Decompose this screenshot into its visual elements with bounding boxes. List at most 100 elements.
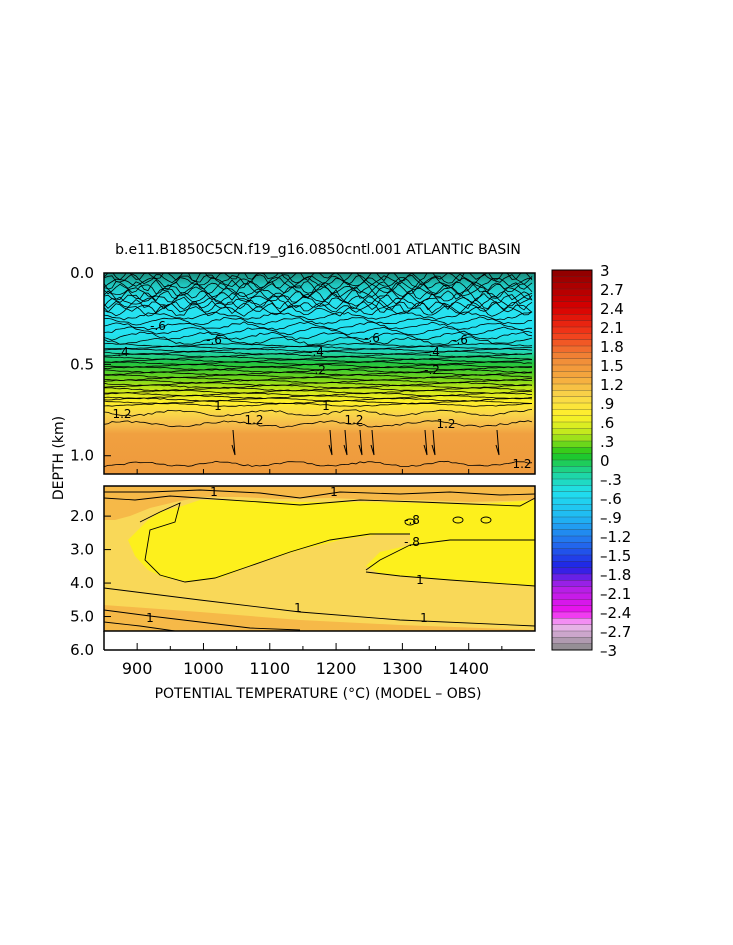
- x-tick-label: 1300: [382, 659, 423, 678]
- lower-contour-loop: [480, 516, 492, 524]
- colorbar-band: [551, 523, 593, 531]
- colorbar: 32.72.42.11.81.51.2.9.6.30–.3–.6–.9–1.2–…: [551, 262, 631, 660]
- upper-spike-contour: [358, 429, 363, 456]
- upper-contour-label: -.6: [206, 333, 222, 347]
- colorbar-band: [551, 466, 593, 474]
- upper-thermocline-contour: [104, 363, 533, 368]
- colorbar-band: [551, 618, 593, 626]
- colorbar-band: [551, 567, 593, 575]
- lower-contour: [104, 609, 301, 631]
- upper-thermocline-contour: [104, 392, 532, 397]
- upper-thermocline-contour: [104, 384, 533, 389]
- colorbar-band: [551, 364, 593, 372]
- colorbar-band: [551, 637, 593, 645]
- lower-y-tick-label: 5.0: [70, 608, 94, 626]
- colorbar-band: [551, 377, 593, 385]
- upper-contour-label: -.6: [150, 319, 166, 333]
- upper-contour-label: .4: [117, 345, 128, 359]
- upper-mid-contour: [104, 336, 533, 346]
- colorbar-band: [551, 535, 593, 543]
- colorbar-label: .9: [600, 395, 614, 413]
- colorbar-label: .3: [600, 433, 614, 451]
- lower-warm-region: [104, 486, 535, 520]
- upper-spike-contour: [328, 429, 333, 456]
- upper-contour-label: -.6: [364, 331, 380, 345]
- upper-y-tick-label: 0.5: [70, 355, 94, 373]
- upper-thermocline-contour: [104, 350, 533, 355]
- lower-contour: [104, 489, 535, 499]
- lower-contour: [365, 571, 535, 587]
- upper-spike-contour: [423, 429, 428, 456]
- lower-contour: [365, 539, 535, 571]
- x-tick-label: 1200: [316, 659, 357, 678]
- colorbar-label: 1.2: [600, 376, 624, 394]
- colorbar-label: 2.1: [600, 319, 624, 337]
- colorbar-label: 1.5: [600, 357, 624, 375]
- upper-spike-contour: [431, 429, 436, 456]
- colorbar-band: [551, 504, 593, 512]
- upper-panel-frame: [103, 272, 536, 475]
- lower-contours: 1 1 -.8 -.8 1 1 1 1: [104, 485, 535, 631]
- colorbar-band: [551, 295, 593, 303]
- upper-thermocline-contour: [104, 397, 533, 402]
- upper-mid-contour: [104, 331, 533, 341]
- upper-thermocline-contour: [104, 353, 533, 358]
- colorbar-band: [551, 269, 593, 277]
- upper-contour-label: 1.2: [512, 457, 531, 471]
- colorbar-label: 3: [600, 262, 610, 280]
- colorbar-label: –1.5: [600, 547, 631, 565]
- upper-deep-contour: [104, 409, 533, 417]
- lower-contour: [104, 621, 176, 631]
- colorbar-band: [551, 497, 593, 505]
- colorbar-band: [551, 542, 593, 550]
- upper-spike-contour: [495, 429, 500, 456]
- lower-y-tick-label: 4.0: [70, 574, 94, 592]
- colorbar-band: [551, 580, 593, 588]
- colorbar-band: [551, 314, 593, 322]
- upper-deep-contour: [104, 420, 533, 428]
- lower-contour-loop: [404, 518, 416, 526]
- colorbar-frame: [551, 269, 593, 651]
- colorbar-band: [551, 611, 593, 619]
- upper-contour-label: -.4: [308, 345, 324, 359]
- colorbar-band: [551, 491, 593, 499]
- colorbar-band: [551, 333, 593, 341]
- lower-contour-label: 1: [416, 573, 424, 587]
- upper-y-tick-label: 0.0: [70, 264, 94, 282]
- upper-thermocline-contour: [104, 361, 533, 366]
- upper-spike-contour: [343, 429, 348, 456]
- colorbar-label: –2.4: [600, 604, 631, 622]
- colorbar-band: [551, 516, 593, 524]
- lower-contour-label: 1: [210, 485, 218, 499]
- lower-deep-warm: [104, 605, 535, 631]
- colorbar-band: [551, 447, 593, 455]
- colorbar-label: –3: [600, 642, 617, 660]
- upper-thermocline-contour: [104, 394, 533, 400]
- lower-contour: [139, 502, 410, 583]
- colorbar-band: [551, 573, 593, 581]
- colorbar-band: [551, 561, 593, 569]
- upper-thermocline-contour: [104, 376, 533, 381]
- colorbar-band: [551, 326, 593, 334]
- upper-surface-contour: [104, 302, 533, 315]
- lower-y-tick-label: 6.0: [70, 641, 94, 659]
- colorbar-label: –.9: [600, 509, 622, 527]
- upper-contour-label: 1: [214, 399, 222, 413]
- upper-contour-label: 1: [322, 399, 330, 413]
- upper-thermocline-contour: [104, 389, 533, 394]
- colorbar-band: [551, 434, 593, 442]
- lower-contour: [104, 495, 535, 507]
- x-tick-label: 900: [122, 659, 153, 678]
- upper-surface-contour: [104, 292, 533, 305]
- x-tick-label: 1400: [448, 659, 489, 678]
- x-tick-label: 1000: [183, 659, 224, 678]
- colorbar-label: 2.4: [600, 300, 624, 318]
- upper-surface-contour: [104, 295, 533, 308]
- colorbar-band: [551, 282, 593, 290]
- upper-panel-fill: [104, 273, 535, 474]
- colorbar-band: [551, 428, 593, 436]
- colorbar-band: [551, 383, 593, 391]
- colorbar-label: –.6: [600, 490, 622, 508]
- colorbar-band: [551, 440, 593, 448]
